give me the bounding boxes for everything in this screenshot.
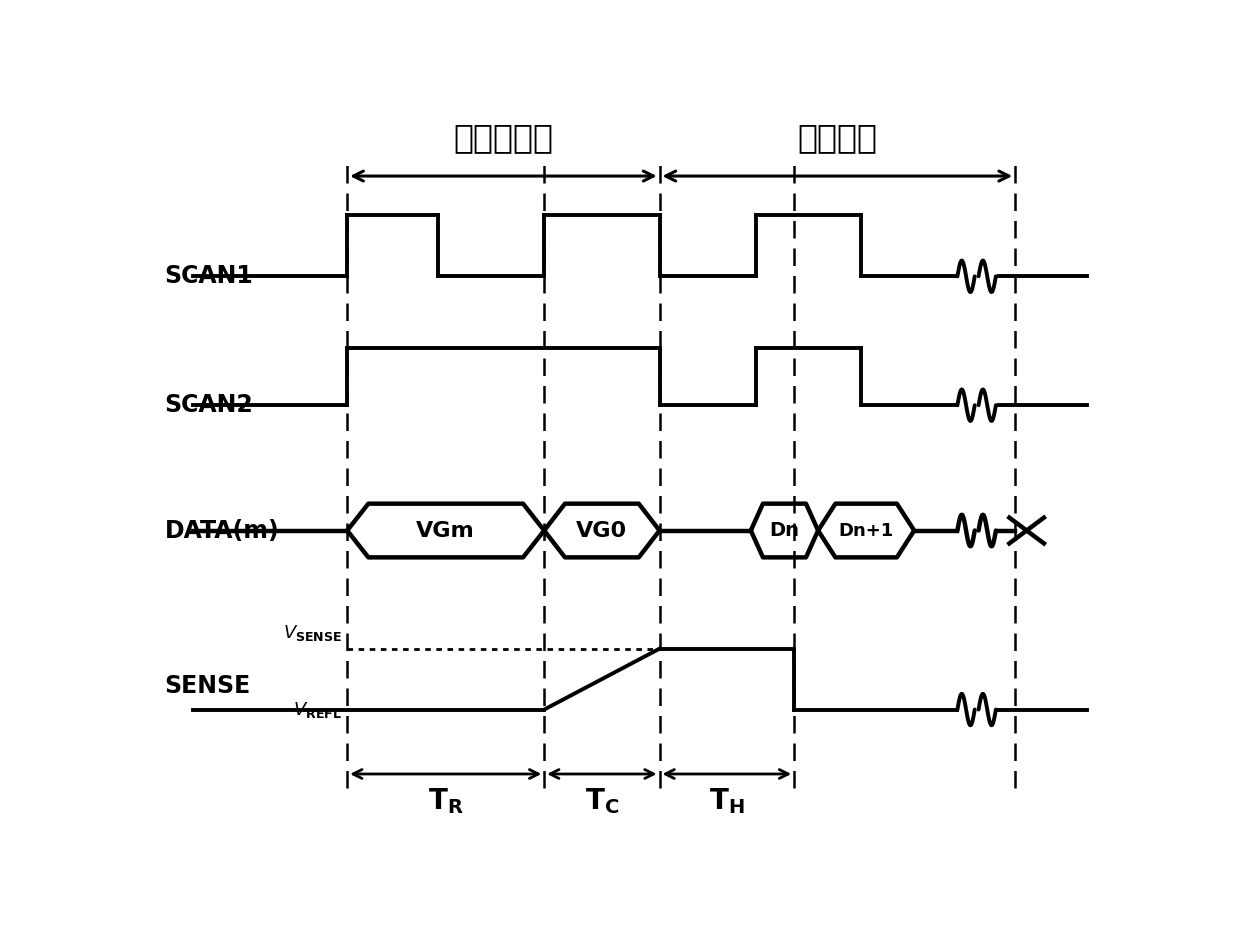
Text: $V_{\mathbf{REFL}}$: $V_{\mathbf{REFL}}$ [294, 699, 342, 720]
Text: Dn+1: Dn+1 [838, 522, 894, 539]
Text: $\mathbf{T_H}$: $\mathbf{T_H}$ [709, 786, 745, 817]
Text: VG0: VG0 [577, 521, 627, 540]
Text: 不发光阶段: 不发光阶段 [454, 122, 553, 154]
Text: SCAN2: SCAN2 [165, 393, 253, 418]
Text: Dn: Dn [770, 521, 800, 540]
Text: $V_{\mathbf{SENSE}}$: $V_{\mathbf{SENSE}}$ [283, 623, 342, 643]
Text: SENSE: SENSE [165, 674, 250, 698]
Text: 发光阶段: 发光阶段 [797, 122, 878, 154]
Text: SCAN1: SCAN1 [165, 264, 253, 288]
Text: VGm: VGm [417, 521, 475, 540]
Text: $\mathbf{T_R}$: $\mathbf{T_R}$ [428, 786, 464, 817]
Text: DATA(m): DATA(m) [165, 519, 279, 542]
Text: $\mathbf{T_C}$: $\mathbf{T_C}$ [585, 786, 619, 817]
